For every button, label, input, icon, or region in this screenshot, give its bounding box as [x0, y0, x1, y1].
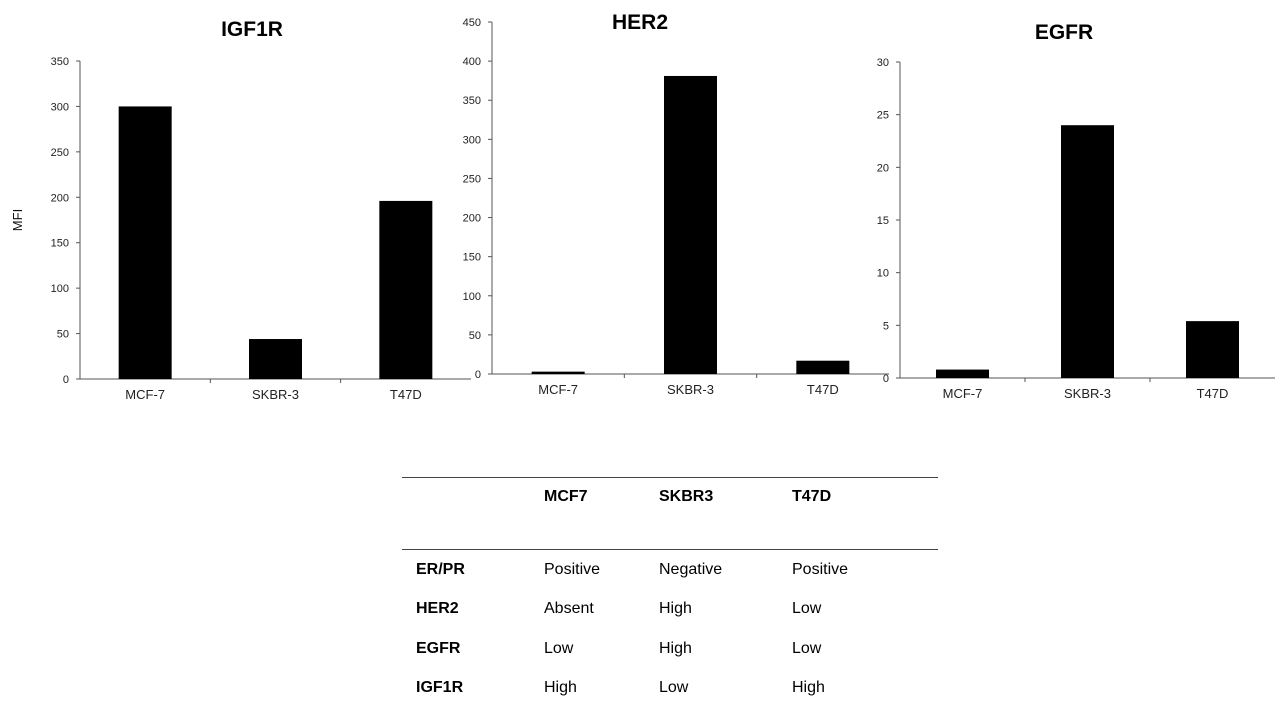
- igf1r-category-label: MCF-7: [125, 387, 165, 402]
- egfr-bar-mcf-7: [936, 369, 989, 378]
- table-cell: High: [792, 679, 825, 696]
- table-cell: Low: [544, 640, 574, 657]
- her2-y-tick-label: 0: [475, 369, 481, 381]
- egfr-bar-skbr-3: [1061, 125, 1114, 378]
- table-cell: Low: [659, 679, 689, 696]
- igf1r-bar-skbr-3: [249, 339, 302, 379]
- her2-category-label: SKBR-3: [667, 382, 714, 397]
- her2-bar-mcf-7: [531, 371, 585, 374]
- igf1r-y-tick-label: 0: [63, 374, 69, 386]
- table-cell: High: [659, 600, 692, 617]
- her2-y-tick-label: 450: [463, 17, 481, 29]
- igf1r-bar-t47d: [379, 200, 433, 379]
- egfr-y-tick-label: 15: [877, 215, 889, 227]
- egfr-y-tick-label: 10: [877, 268, 889, 280]
- egfr-y-tick-label: 25: [877, 110, 889, 122]
- table-cell: Negative: [659, 561, 723, 578]
- her2-y-tick-label: 300: [463, 134, 481, 146]
- her2-y-tick-label: 350: [463, 95, 481, 107]
- her2-bar-t47d: [796, 360, 850, 374]
- igf1r-y-tick-label: 250: [51, 147, 69, 159]
- her2-y-tick-label: 250: [463, 173, 481, 185]
- her2-category-label: T47D: [807, 382, 839, 397]
- igf1r-y-tick-label: 350: [51, 56, 69, 68]
- table-column-header: SKBR3: [659, 488, 714, 505]
- her2-y-tick-label: 150: [463, 252, 481, 264]
- egfr-y-tick-label: 20: [877, 162, 889, 174]
- table-cell: Absent: [544, 600, 594, 617]
- her2-y-tick-label: 100: [463, 291, 481, 303]
- table-column-header: T47D: [792, 488, 832, 505]
- her2-y-tick-label: 400: [463, 56, 481, 68]
- table-header-rule: [402, 549, 938, 550]
- egfr-chart-title: EGFR: [1035, 21, 1093, 44]
- egfr-category-label: T47D: [1197, 386, 1229, 401]
- igf1r-chart-title: IGF1R: [221, 18, 283, 41]
- table-row-label: HER2: [416, 600, 459, 617]
- igf1r-bar-mcf-7: [118, 106, 172, 379]
- table-cell: Low: [792, 600, 822, 617]
- her2-bar-skbr-3: [664, 75, 717, 375]
- table-column-header: MCF7: [544, 488, 588, 505]
- egfr-y-tick-label: 5: [883, 320, 889, 332]
- table-row-label: IGF1R: [416, 679, 464, 696]
- egfr-y-tick-label: 30: [877, 57, 889, 69]
- table-row-label: ER/PR: [416, 561, 465, 578]
- table-cell: Positive: [544, 561, 601, 578]
- table-cell: High: [659, 640, 692, 657]
- her2-y-tick-label: 200: [463, 213, 481, 225]
- table-cell: High: [544, 679, 577, 696]
- y-axis-title: MFI: [10, 209, 25, 231]
- egfr-y-tick-label: 0: [883, 373, 889, 385]
- igf1r-y-tick-label: 300: [51, 101, 69, 113]
- her2-chart-title: HER2: [612, 11, 668, 34]
- egfr-bar-t47d: [1186, 321, 1239, 378]
- igf1r-category-label: SKBR-3: [252, 387, 299, 402]
- table-cell: Positive: [792, 561, 849, 578]
- egfr-category-label: MCF-7: [943, 386, 983, 401]
- table-top-rule: [402, 477, 938, 478]
- igf1r-y-tick-label: 100: [51, 283, 69, 295]
- her2-category-label: MCF-7: [538, 382, 578, 397]
- igf1r-y-tick-label: 50: [57, 329, 69, 341]
- her2-y-tick-label: 50: [469, 330, 481, 342]
- egfr-category-label: SKBR-3: [1064, 386, 1111, 401]
- table-row-label: EGFR: [416, 640, 461, 657]
- igf1r-y-tick-label: 200: [51, 192, 69, 204]
- igf1r-category-label: T47D: [390, 387, 422, 402]
- igf1r-y-tick-label: 150: [51, 238, 69, 250]
- table-cell: Low: [792, 640, 822, 657]
